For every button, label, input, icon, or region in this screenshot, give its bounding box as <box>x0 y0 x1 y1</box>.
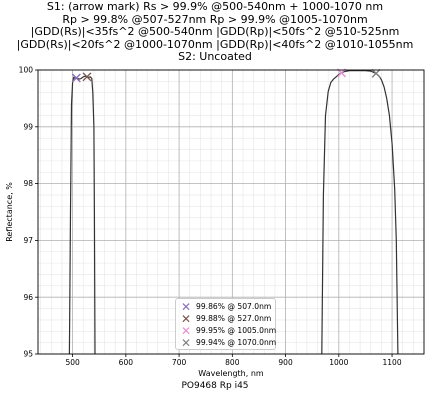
y-axis-label: Reflectance, % <box>5 182 14 242</box>
plot-frame <box>37 69 425 355</box>
marker-stroke <box>71 73 81 83</box>
data-marker-2 <box>82 72 92 82</box>
series-line-1 <box>68 75 96 355</box>
x-tick-label: 600 <box>119 358 134 367</box>
legend-item-2: ✕ 99.88% @ 527.0nm <box>180 313 271 325</box>
y-tick-label: 96 <box>23 293 33 302</box>
title-line-1: S1: (arrow mark) Rs > 99.9% @500-540nm +… <box>46 0 384 13</box>
legend-marker-3: ✕ <box>180 324 192 338</box>
legend: ✕ 99.86% @ 507.0nm ✕ 99.88% @ 527.0nm ✕ 99.… <box>175 298 276 350</box>
x-axis-label: Wavelength, nm <box>198 369 264 378</box>
y-tick-label: 97 <box>23 236 33 245</box>
x-tick-label: 1100 <box>383 358 402 367</box>
legend-label-1: 99.86% @ 507.0nm <box>196 302 272 311</box>
title-line-5: S2: Uncoated <box>178 50 252 64</box>
title-line-4: |GDD(Rs)|<20fs^2 @1000-1070nm |GDD(Rp)|<… <box>16 37 414 51</box>
legend-marker-1: ✕ <box>180 300 192 314</box>
y-tick-label: 99 <box>23 122 33 131</box>
legend-item-3: ✕ 99.95% @ 1005.0nm <box>180 325 276 337</box>
x-tick-label: 1000 <box>329 358 348 367</box>
y-tick-label: 100 <box>19 66 34 75</box>
legend-marker-4: ✕ <box>180 336 192 350</box>
data-marker-1 <box>71 73 81 83</box>
footer-caption: PO9468 Rp i45 <box>181 381 249 391</box>
data-marker-4 <box>371 68 381 78</box>
x-tick-label: 800 <box>225 358 240 367</box>
legend-item-1: ✕ 99.86% @ 507.0nm <box>180 301 271 313</box>
legend-label-4: 99.94% @ 1070.0nm <box>196 338 277 347</box>
marker-stroke <box>82 72 92 82</box>
y-tick-label: 95 <box>23 350 33 359</box>
x-tick-label: 500 <box>65 358 80 367</box>
legend-marker-2: ✕ <box>180 312 192 326</box>
chart-title: S1: (arrow mark) Rs > 99.9% @500-540nm +… <box>0 0 430 64</box>
marker-stroke <box>371 68 381 78</box>
legend-item-4: ✕ 99.94% @ 1070.0nm <box>180 337 276 349</box>
y-tick-label: 98 <box>23 179 33 188</box>
legend-label-2: 99.88% @ 527.0nm <box>196 314 272 323</box>
title-line-2: Rp > 99.8% @507-527nm Rp > 99.9% @1005-1… <box>62 12 368 26</box>
x-tick-label: 900 <box>278 358 293 367</box>
legend-label-3: 99.95% @ 1005.0nm <box>196 326 277 335</box>
series-line-2 <box>321 69 399 355</box>
x-tick-label: 700 <box>172 358 187 367</box>
title-line-3: |GDD(Rs)|<35fs^2 @500-540nm |GDD(Rp)|<50… <box>30 25 400 39</box>
